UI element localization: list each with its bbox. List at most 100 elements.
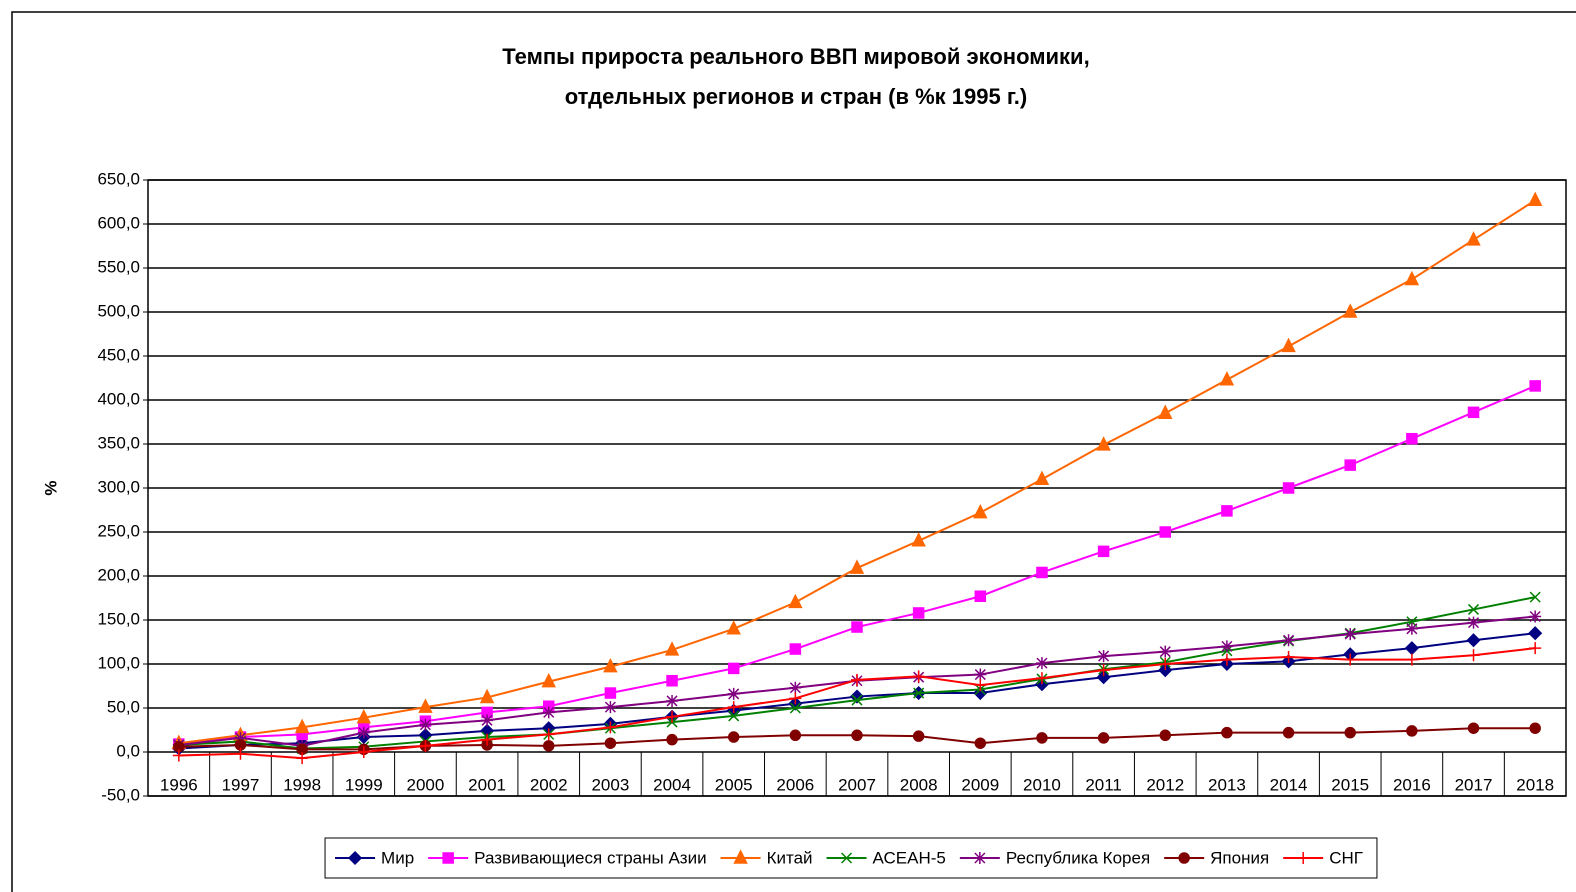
marker xyxy=(1282,634,1295,647)
marker xyxy=(727,687,740,700)
x-tick-label: 2002 xyxy=(530,775,568,794)
marker xyxy=(1097,664,1110,677)
x-tick-label: 2016 xyxy=(1393,775,1431,794)
x-tick-label: 2007 xyxy=(838,775,876,794)
marker xyxy=(912,670,925,683)
marker xyxy=(1159,658,1172,670)
marker xyxy=(1159,729,1172,742)
y-tick-label: -50,0 xyxy=(101,785,140,804)
x-tick-label: 2004 xyxy=(653,775,691,794)
marker xyxy=(1344,726,1356,739)
marker xyxy=(1529,722,1541,734)
marker xyxy=(604,721,617,734)
marker xyxy=(841,852,853,864)
marker xyxy=(603,657,618,673)
y-tick-label: 400,0 xyxy=(97,389,140,408)
marker xyxy=(1096,436,1111,451)
y-tick-label: 50,0 xyxy=(107,697,140,716)
marker xyxy=(604,737,617,749)
x-tick-label: 2000 xyxy=(407,775,445,794)
marker xyxy=(789,692,802,705)
marker xyxy=(851,694,863,706)
marker xyxy=(1035,657,1048,670)
legend-label: Китай xyxy=(767,848,813,867)
x-tick-label: 2003 xyxy=(591,775,629,794)
marker xyxy=(481,733,494,746)
marker xyxy=(1221,505,1233,517)
marker xyxy=(789,643,802,655)
marker xyxy=(1158,404,1173,419)
marker xyxy=(1220,653,1233,666)
plot-border xyxy=(147,179,1567,797)
marker xyxy=(1036,732,1048,744)
legend: Мир Развивающиеся страны Азии Китай АСЕАН-5… xyxy=(324,837,1378,879)
marker xyxy=(733,849,748,864)
marker xyxy=(1529,591,1541,603)
marker xyxy=(1344,459,1356,471)
marker xyxy=(666,694,679,707)
marker xyxy=(851,729,863,742)
marker xyxy=(419,718,432,731)
marker xyxy=(1404,270,1420,286)
marker xyxy=(1097,732,1110,744)
marker xyxy=(789,681,802,694)
legend-label: Развивающиеся страны Азии xyxy=(474,848,706,867)
marker xyxy=(974,668,987,681)
marker xyxy=(1406,432,1418,445)
x-tick-label: 1997 xyxy=(222,775,260,794)
legend-label: АСЕАН-5 xyxy=(873,848,946,867)
marker xyxy=(1034,470,1050,485)
series xyxy=(171,191,1543,749)
marker xyxy=(1405,653,1418,666)
x-tick-label: 1999 xyxy=(345,775,383,794)
y-tick-label: 650,0 xyxy=(97,169,140,188)
marker xyxy=(666,674,678,687)
marker xyxy=(1343,303,1358,318)
marker xyxy=(1035,672,1048,685)
x-tick-label: 2009 xyxy=(961,775,999,794)
marker xyxy=(1406,725,1418,737)
marker xyxy=(726,620,741,635)
marker xyxy=(1036,566,1048,579)
y-tick-label: 500,0 xyxy=(97,301,140,320)
x-tick-label: 2018 xyxy=(1516,775,1554,794)
marker xyxy=(913,687,925,699)
x-tick-label: 2008 xyxy=(900,775,938,794)
marker xyxy=(912,730,925,742)
marker xyxy=(974,737,987,749)
y-tick-label: 0,0 xyxy=(116,741,140,760)
marker xyxy=(851,673,863,686)
legend-label: Япония xyxy=(1210,848,1269,867)
marker xyxy=(849,559,865,574)
marker xyxy=(789,702,801,714)
marker xyxy=(1282,482,1295,494)
chart-frame xyxy=(11,11,1576,892)
marker xyxy=(356,709,371,724)
x-tick-label: 2005 xyxy=(715,775,753,794)
marker xyxy=(418,698,433,713)
marker xyxy=(1467,603,1480,615)
y-tick-label: 300,0 xyxy=(97,477,140,496)
marker xyxy=(1159,526,1172,538)
marker xyxy=(604,687,617,699)
marker xyxy=(347,850,363,866)
x-tick-label: 2006 xyxy=(776,775,814,794)
marker xyxy=(1529,642,1542,655)
legend-label: Республика Корея xyxy=(1006,848,1150,867)
marker xyxy=(664,641,680,656)
marker xyxy=(172,749,185,762)
marker xyxy=(851,621,863,633)
marker xyxy=(1159,645,1172,658)
marker xyxy=(442,852,454,864)
y-tick-label: 200,0 xyxy=(97,565,140,584)
marker xyxy=(481,714,494,727)
x-tick-label: 2011 xyxy=(1085,775,1122,794)
marker xyxy=(788,593,803,609)
y-axis-label: % xyxy=(41,480,60,495)
marker xyxy=(1096,670,1111,685)
marker xyxy=(1405,622,1418,635)
x-tick-label: 2012 xyxy=(1146,775,1184,794)
marker xyxy=(1466,231,1481,246)
marker xyxy=(357,726,370,739)
